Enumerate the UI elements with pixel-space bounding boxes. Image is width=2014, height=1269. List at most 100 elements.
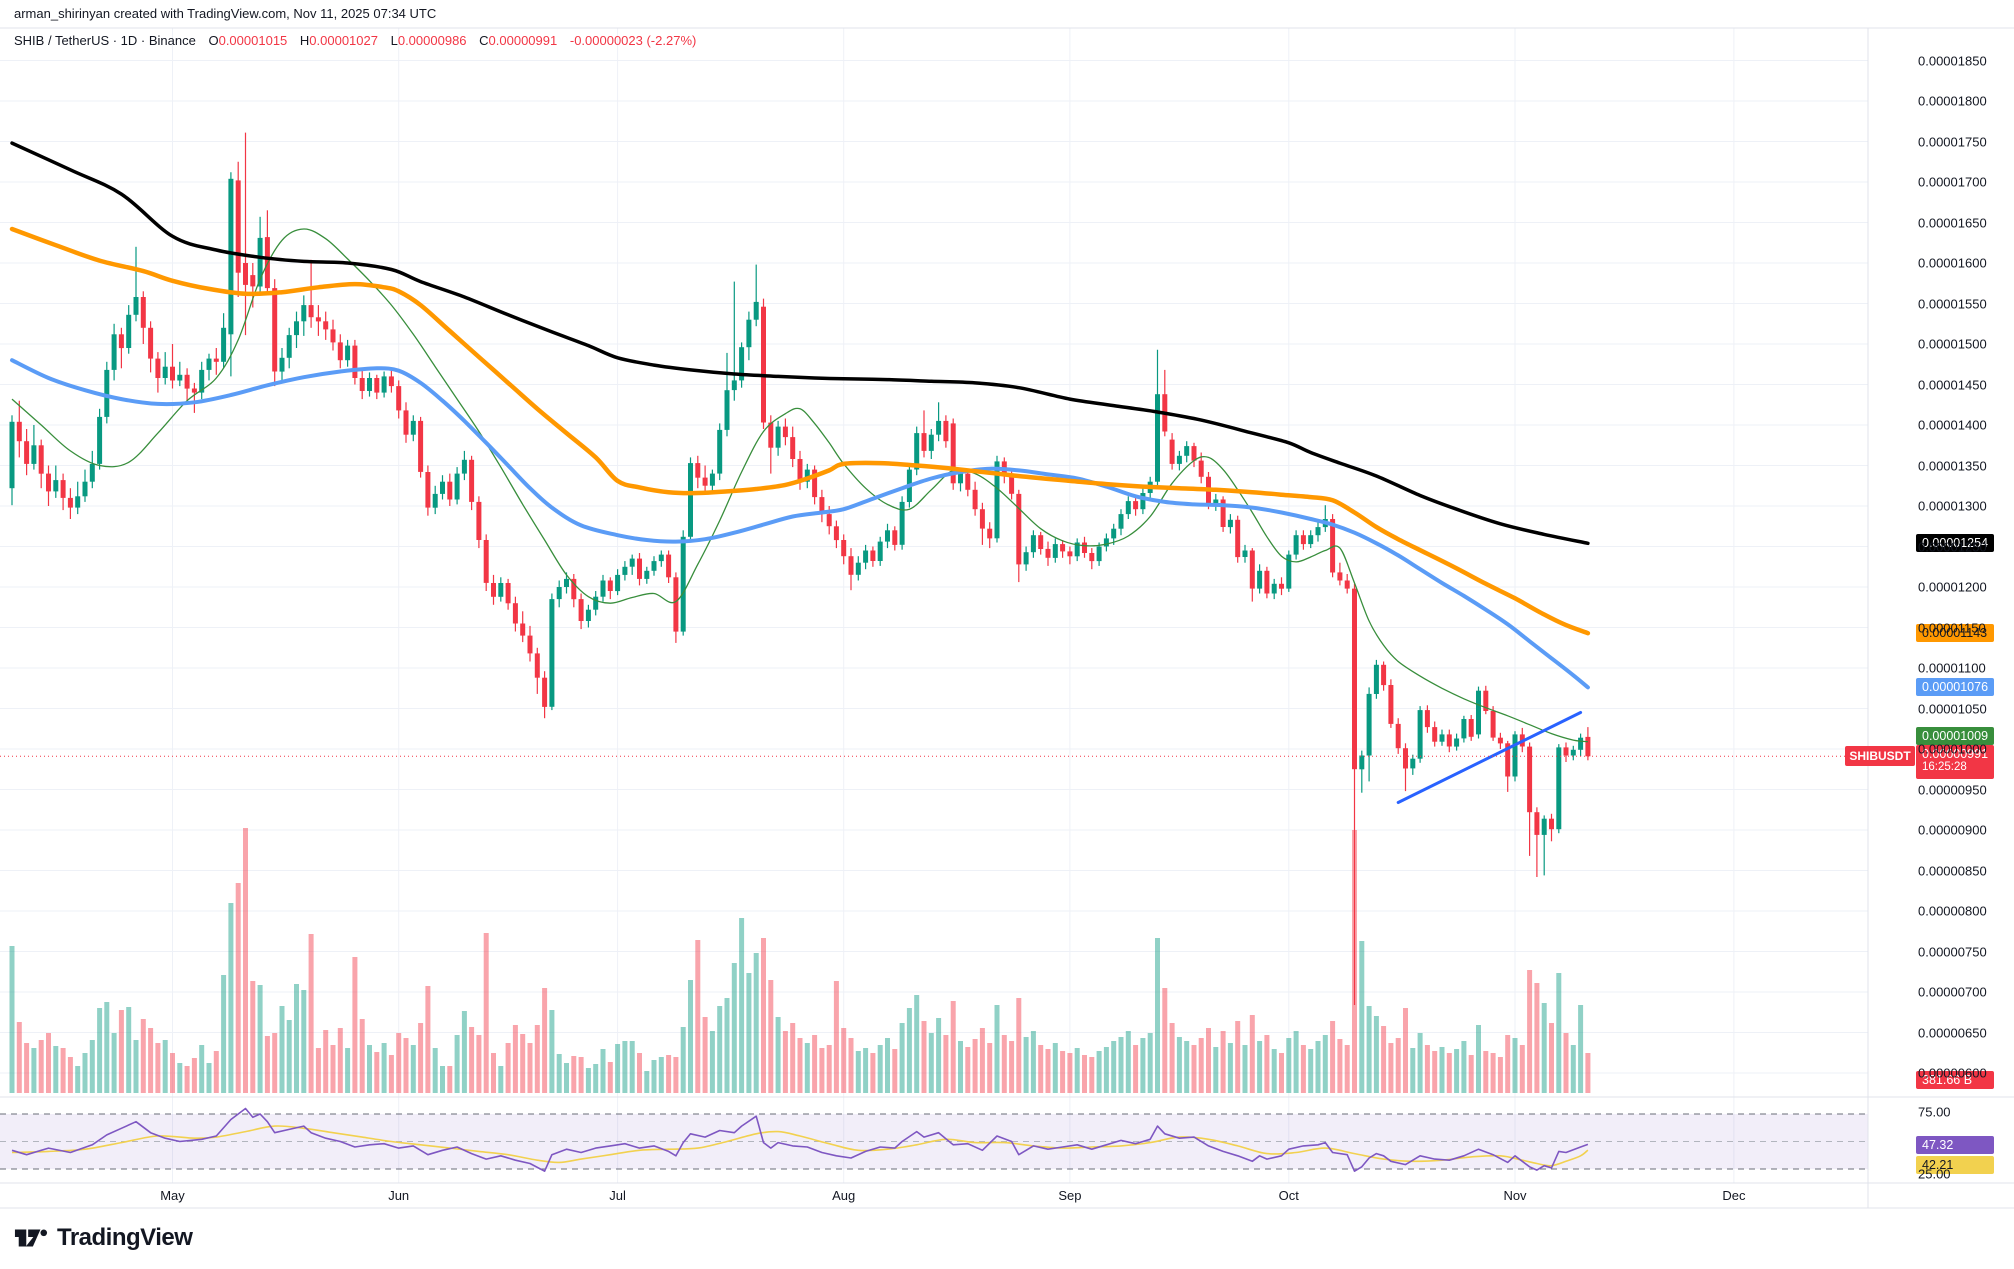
volume-bar — [38, 1040, 44, 1093]
candle-body — [841, 540, 847, 557]
candle-body — [826, 514, 832, 527]
candle-body — [1118, 514, 1124, 529]
volume-bar — [1111, 1041, 1117, 1093]
time-axis[interactable] — [0, 1183, 1868, 1208]
candle-body — [1125, 501, 1131, 515]
candle-body — [279, 357, 285, 372]
candle-body — [1191, 446, 1197, 461]
trendline[interactable] — [1396, 711, 1583, 804]
volume-bar — [833, 981, 839, 1093]
candle-body — [491, 583, 496, 597]
candle-body — [104, 369, 110, 417]
tradingview-logo[interactable]: TradingView — [14, 1224, 193, 1252]
rsi-ma-line — [11, 1125, 1589, 1167]
candle-body — [863, 550, 869, 563]
rsi-line — [11, 1107, 1589, 1172]
candle-body — [1505, 743, 1511, 777]
volume-bar — [585, 1068, 591, 1093]
volume-bar — [1337, 1039, 1343, 1093]
volume-bar — [1446, 1053, 1452, 1093]
candle-body — [1293, 535, 1299, 555]
candle-body — [527, 635, 533, 654]
volume-bar — [418, 1023, 424, 1093]
price-tick: 0.00001250 — [1918, 539, 1987, 554]
volume-bar — [782, 1031, 788, 1093]
volume-bar — [170, 1053, 175, 1093]
volume-bar — [1483, 1051, 1489, 1093]
candle-body — [782, 426, 788, 438]
price-tick: 0.00001500 — [1918, 336, 1987, 352]
volume-bar — [1023, 1037, 1029, 1093]
candle-body — [855, 562, 861, 575]
candle-body — [833, 526, 839, 541]
volume-bar — [31, 1048, 37, 1093]
candle-body — [1570, 749, 1576, 756]
ohlc-change: -0.00000023 (-2.27%) — [569, 33, 697, 48]
volume-bar — [104, 1002, 110, 1093]
volume-bar — [235, 883, 241, 1093]
candle-body — [1038, 535, 1044, 549]
candle-body — [637, 558, 642, 579]
candle-body — [155, 358, 161, 378]
symbol-title[interactable]: SHIB / TetherUS · 1D · Binance — [14, 33, 196, 48]
volume-bar — [140, 1019, 146, 1093]
month-label-oct: Oct — [1278, 1188, 1299, 1203]
candle-body — [1169, 439, 1175, 464]
candle-body — [1424, 710, 1430, 728]
candle-body — [250, 275, 256, 287]
volume-bar — [1512, 1038, 1518, 1093]
candle-body — [323, 321, 329, 330]
volume-bar — [739, 918, 745, 1093]
volume-bar — [914, 995, 920, 1093]
candle-body — [1227, 519, 1233, 528]
volume-bar — [607, 1062, 613, 1093]
rsi-upper-tick: 75.00 — [1918, 1104, 1951, 1120]
price-tick: 0.00001400 — [1918, 417, 1987, 433]
symbol-price-tag[interactable]: SHIBUSDT — [1845, 746, 1915, 766]
volume-bar — [432, 1048, 438, 1093]
candle-body — [1366, 693, 1372, 756]
month-label-jun: Jun — [388, 1188, 410, 1203]
volume-bar — [1038, 1045, 1044, 1093]
volume-bar — [1490, 1053, 1496, 1093]
candle-body — [243, 263, 248, 285]
candle-body — [753, 301, 759, 320]
candle-body — [761, 306, 766, 423]
candle-body — [1446, 734, 1452, 747]
candle-body — [1556, 747, 1562, 830]
volume-bar — [870, 1053, 876, 1093]
volume-bar — [534, 1025, 540, 1093]
volume-bar — [1096, 1051, 1102, 1093]
volume-bar — [1140, 1038, 1146, 1093]
candle-body — [848, 556, 854, 575]
candle-body — [797, 459, 803, 482]
volume-bar — [67, 1057, 73, 1093]
volume-bar — [979, 1028, 985, 1093]
volume-bar — [761, 938, 766, 1093]
candle-body — [1468, 719, 1474, 737]
volume-bar — [702, 1017, 708, 1093]
volume-bar — [425, 986, 431, 1093]
candle-body — [440, 481, 445, 494]
volume-bar — [1388, 1043, 1394, 1093]
candle-body — [972, 489, 978, 510]
candle-body — [1176, 455, 1182, 464]
candle-body — [461, 459, 467, 474]
candle-body — [148, 327, 154, 359]
volume-bar — [790, 1023, 796, 1093]
volume-bar — [148, 1028, 154, 1093]
candle-body — [658, 554, 664, 562]
candle-body — [1388, 685, 1394, 724]
volume-bar — [877, 1045, 883, 1093]
volume-bar — [1198, 1038, 1204, 1093]
candle-body — [1045, 548, 1051, 558]
candle-body — [374, 378, 380, 393]
volume-bar — [1103, 1047, 1109, 1093]
volume-bar — [352, 957, 358, 1093]
volume-bar — [111, 1033, 117, 1093]
volume-bar — [1381, 1026, 1387, 1093]
volume-bar — [600, 1049, 606, 1093]
volume-bar — [1563, 1033, 1569, 1093]
volume-bar — [527, 1043, 533, 1093]
